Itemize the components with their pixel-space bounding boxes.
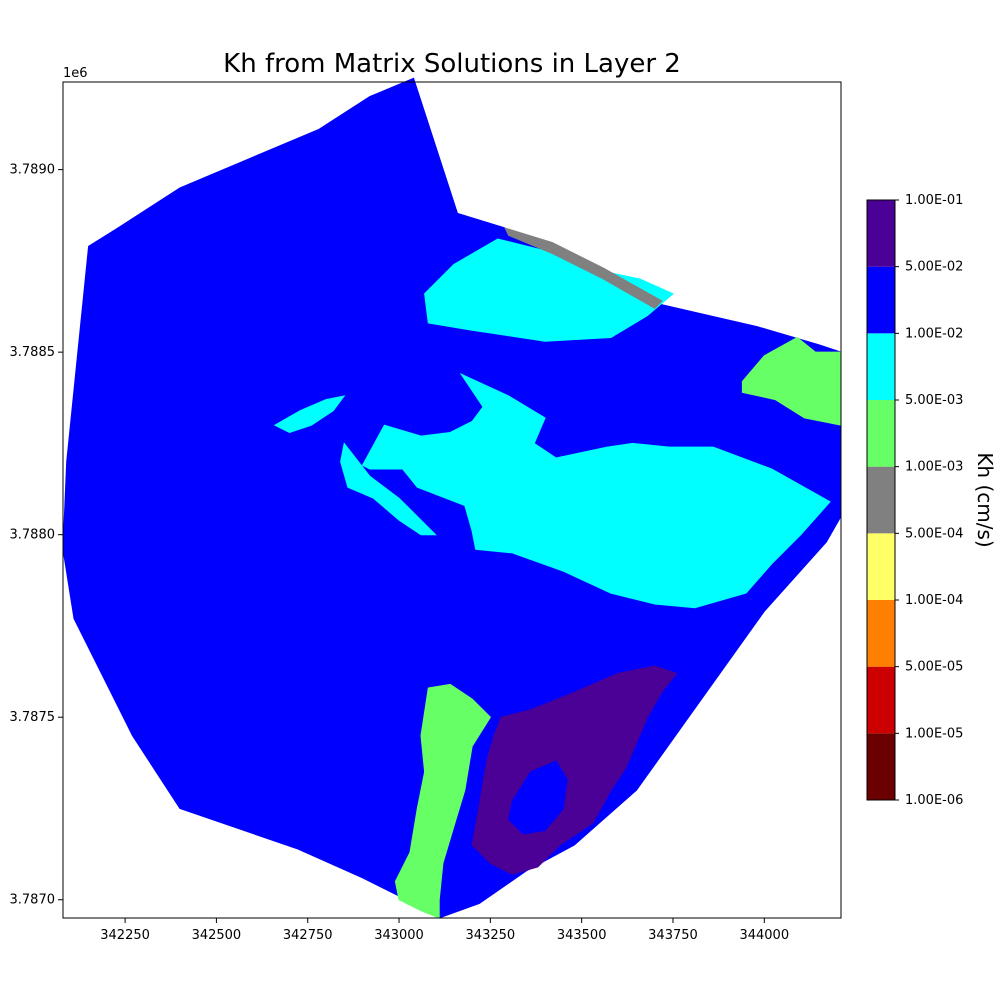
colorbar-tick-label: 1.00E-01	[905, 193, 963, 208]
y-tick-label: 3.7885	[10, 345, 56, 360]
colorbar-segment	[867, 200, 895, 267]
y-tick-label: 3.7890	[10, 163, 56, 178]
colorbar-segment	[867, 733, 895, 800]
colorbar-segment	[867, 533, 895, 600]
colorbar-tick-label: 1.00E-06	[905, 793, 963, 808]
x-tick-label: 343500	[557, 928, 607, 943]
colorbar-segment	[867, 400, 895, 467]
colorbar-tick-label: 1.00E-03	[905, 460, 963, 475]
y-tick-label: 3.7870	[10, 893, 56, 908]
colorbar-segment	[867, 666, 895, 734]
colorbar-segment	[867, 333, 895, 400]
x-axis: 342250 342500 342750 343000 343250 343500 3437…	[100, 918, 789, 943]
colorbar-segment	[867, 466, 895, 534]
colorbar-segment	[867, 600, 895, 667]
colorbar-tick-label: 5.00E-04	[905, 526, 963, 541]
colorbar-segment	[867, 266, 895, 334]
colorbar-tick-label: 5.00E-03	[905, 393, 963, 408]
x-tick-label: 342500	[192, 928, 242, 943]
colorbar-tick-label: 5.00E-05	[905, 660, 963, 675]
colorbar-tick-label: 5.00E-02	[905, 260, 963, 275]
x-tick-label: 343750	[648, 928, 698, 943]
x-tick-label: 344000	[739, 928, 789, 943]
y-tick-label: 3.7880	[10, 528, 56, 543]
chart-title: Kh from Matrix Solutions in Layer 2	[223, 49, 681, 79]
x-tick-label: 342750	[283, 928, 333, 943]
plot-frame	[62, 81, 842, 919]
kh-zones	[62, 77, 842, 919]
kh-zone-9	[504, 227, 663, 309]
kh-zone-1	[424, 238, 674, 342]
colorbar-tick-label: 1.00E-04	[905, 593, 963, 608]
y-offset-label: 1e6	[63, 66, 88, 81]
y-tick-label: 3.7875	[10, 710, 56, 725]
colorbar-frame	[866, 199, 896, 801]
kh-zone-2	[361, 372, 831, 609]
kh-zone-6	[394, 683, 492, 919]
kh-zone-8	[508, 760, 568, 835]
x-tick-label: 343250	[466, 928, 516, 943]
colorbar-tick-label: 1.00E-05	[905, 726, 963, 741]
colorbar-tick-label: 1.00E-02	[905, 326, 963, 341]
kh-zone-4	[273, 395, 346, 434]
colorbar: 1.00E-06 1.00E-05 5.00E-05 1.00E-04 5.00E-04…	[866, 193, 963, 808]
x-tick-label: 342250	[100, 928, 150, 943]
kh-zone-3	[340, 442, 437, 536]
colorbar-label: Kh (cm/s)	[973, 452, 997, 547]
y-axis: 3.7870 3.7875 3.7880 3.7885 3.7890	[10, 163, 63, 908]
x-tick-label: 343000	[374, 928, 424, 943]
